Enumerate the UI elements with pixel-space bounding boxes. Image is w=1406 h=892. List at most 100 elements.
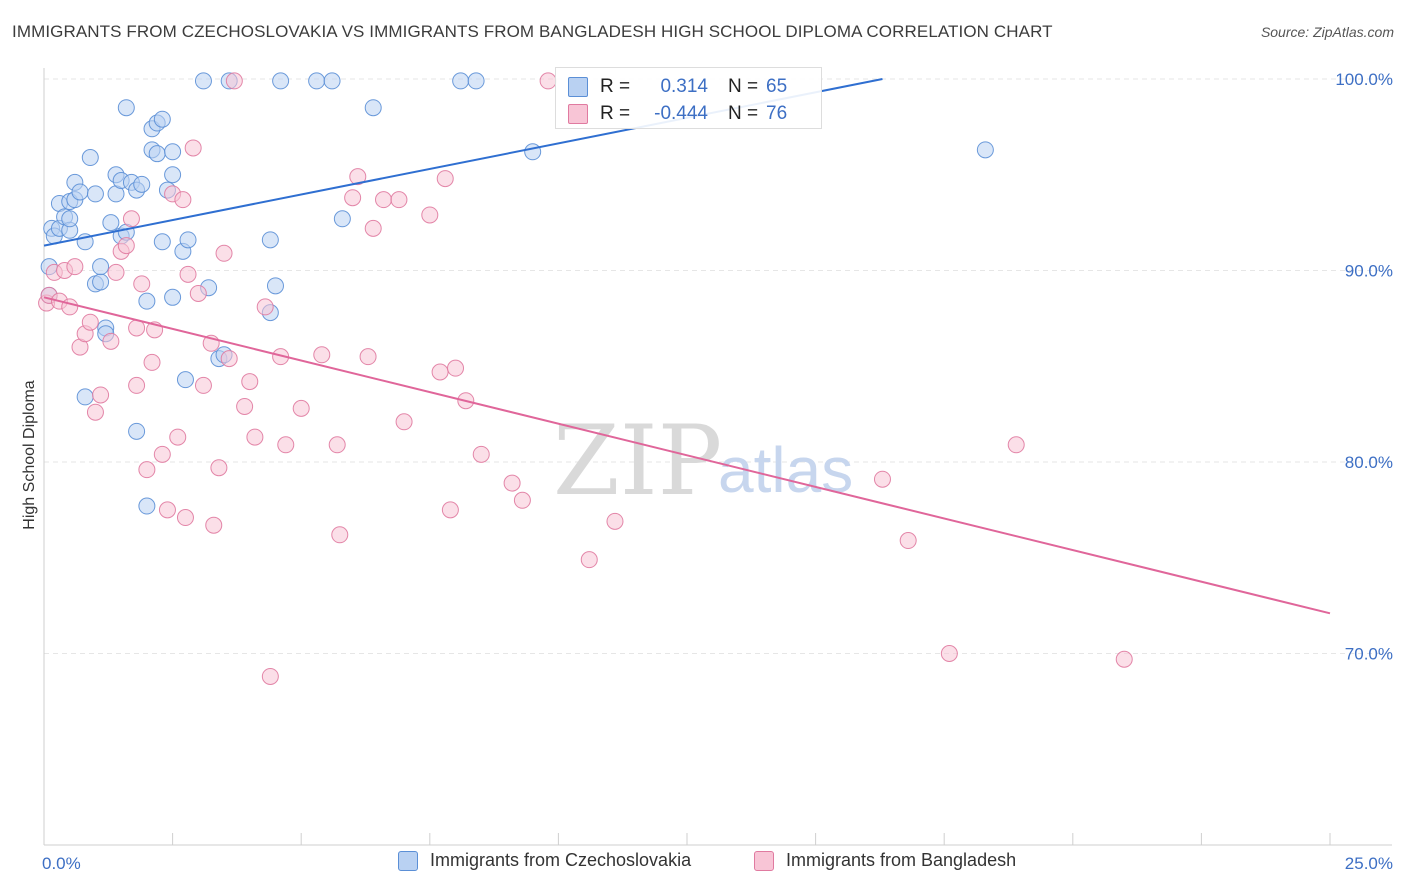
data-point — [194, 376, 212, 394]
data-point — [164, 288, 182, 306]
data-point — [143, 353, 161, 371]
grid-lines — [44, 78, 1390, 654]
data-point — [102, 332, 120, 350]
x-tick-label-min: 0.0% — [42, 854, 81, 873]
data-point — [138, 292, 156, 310]
data-point — [331, 526, 349, 544]
data-point — [246, 428, 264, 446]
data-point — [364, 219, 382, 237]
legend-r-label: R = — [600, 103, 631, 124]
series-points-1 — [38, 72, 1133, 685]
data-point — [122, 210, 140, 228]
tick-labels: 70.0% 80.0% 90.0% 100.0% 0.0% 25.0% — [42, 70, 1393, 873]
data-point — [580, 551, 598, 569]
data-point — [158, 501, 176, 519]
legend-r-value: 0.314 — [660, 76, 708, 97]
data-point — [266, 277, 284, 295]
data-point — [1115, 650, 1133, 668]
data-point — [92, 258, 110, 276]
data-point — [169, 428, 187, 446]
y-tick-label: 70.0% — [1345, 645, 1393, 664]
data-point — [138, 461, 156, 479]
data-point — [210, 459, 228, 477]
y-tick-label: 80.0% — [1345, 453, 1393, 472]
series-legend-czechoslovakia[interactable]: Immigrants from Czechoslovakia — [398, 850, 691, 871]
series-swatch-czechoslovakia — [398, 850, 418, 871]
data-point — [81, 313, 99, 331]
data-point — [395, 413, 413, 431]
legend-n-value: 76 — [766, 103, 788, 124]
series-swatch-bangladesh — [754, 850, 774, 871]
watermark-zip: ZIP — [553, 405, 722, 517]
data-point — [76, 388, 94, 406]
data-point — [524, 143, 542, 161]
data-point — [189, 284, 207, 302]
data-point — [153, 445, 171, 463]
data-point — [92, 386, 110, 404]
data-point — [344, 189, 362, 207]
data-point — [359, 348, 377, 366]
legend-row-czechoslovakia: R = 0.314 N = 65 — [568, 74, 787, 100]
data-point — [308, 72, 326, 90]
data-point — [277, 436, 295, 454]
legend-n-value: 65 — [766, 76, 788, 97]
legend-r-value: -0.444 — [654, 103, 708, 124]
data-point — [133, 275, 151, 293]
chart-source: Source: ZipAtlas.com — [1260, 24, 1394, 40]
data-point — [215, 244, 233, 262]
data-point — [164, 143, 182, 161]
data-point — [117, 237, 135, 255]
data-point — [225, 72, 243, 90]
data-point — [236, 397, 254, 415]
data-point — [421, 206, 439, 224]
trend-line-1 — [43, 296, 1331, 615]
series-legend: Immigrants from Czechoslovakia Immigrant… — [0, 850, 1406, 878]
trend-lines — [43, 78, 1331, 615]
data-point — [128, 376, 146, 394]
data-point — [153, 233, 171, 251]
data-point — [349, 168, 367, 186]
y-tick-label: 90.0% — [1345, 262, 1393, 281]
data-point — [102, 214, 120, 232]
watermark-atlas: atlas — [718, 434, 853, 506]
x-tick-label-max: 25.0% — [1345, 854, 1393, 873]
legend-swatch-czechoslovakia — [568, 77, 588, 97]
data-point — [606, 512, 624, 530]
data-point — [272, 72, 290, 90]
data-point — [503, 474, 521, 492]
data-point — [66, 258, 84, 276]
data-point — [452, 72, 470, 90]
data-point — [940, 645, 958, 662]
data-point — [261, 231, 279, 249]
data-point — [117, 99, 135, 117]
data-point — [86, 403, 104, 421]
data-points — [38, 72, 1133, 685]
legend-r-label: R = — [600, 76, 631, 97]
legend-n-label: N = — [728, 76, 759, 97]
data-point — [179, 265, 197, 283]
correlation-legend: R = 0.314 N = 65 R = -0.444 N = 76 — [555, 67, 822, 129]
data-point — [390, 191, 408, 209]
data-point — [241, 373, 259, 391]
data-point — [107, 263, 125, 281]
data-point — [364, 99, 382, 117]
data-point — [441, 501, 459, 519]
data-point — [128, 422, 146, 440]
data-point — [164, 166, 182, 184]
data-point — [256, 298, 274, 316]
axes — [43, 68, 1392, 846]
data-point — [261, 667, 279, 685]
data-point — [472, 445, 490, 463]
y-tick-label: 100.0% — [1335, 70, 1393, 89]
data-point — [133, 175, 151, 193]
data-point — [447, 359, 465, 377]
data-point — [71, 183, 89, 201]
series-legend-bangladesh[interactable]: Immigrants from Bangladesh — [754, 850, 1016, 871]
data-point — [61, 210, 79, 228]
y-axis-title: High School Diploma — [21, 380, 38, 530]
data-point — [86, 185, 104, 203]
chart-title: IMMIGRANTS FROM CZECHOSLOVAKIA VS IMMIGR… — [12, 22, 1053, 41]
data-point — [292, 399, 310, 417]
data-point — [436, 170, 454, 188]
